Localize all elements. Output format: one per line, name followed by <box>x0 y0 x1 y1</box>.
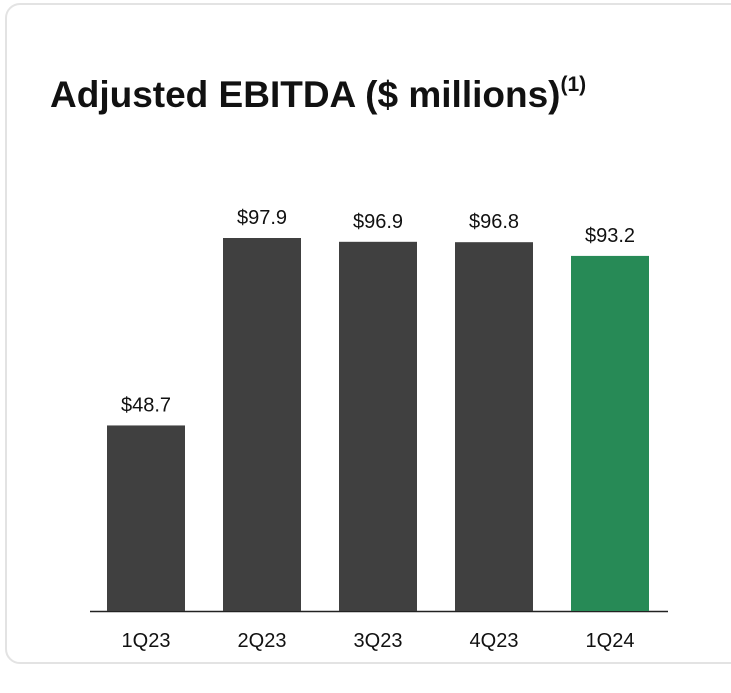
bar <box>455 242 533 611</box>
x-tick-label: 1Q24 <box>586 630 635 652</box>
chart-title: Adjusted EBITDA ($ millions)(1) <box>50 73 586 115</box>
bar <box>339 241 417 611</box>
bar <box>571 255 649 611</box>
value-label: $96.8 <box>469 211 519 233</box>
x-tick-label: 2Q23 <box>238 630 287 652</box>
bar <box>223 238 301 611</box>
title-text: Adjusted EBITDA ($ millions) <box>50 74 560 115</box>
value-label: $93.2 <box>585 225 635 247</box>
x-tick-label: 3Q23 <box>354 630 403 652</box>
bar <box>107 425 185 611</box>
value-label: $97.9 <box>237 207 287 229</box>
value-label: $48.7 <box>121 394 171 416</box>
x-tick-label: 4Q23 <box>470 630 519 652</box>
title-note: (1) <box>560 73 586 96</box>
value-label: $96.9 <box>353 211 403 233</box>
x-tick-label: 1Q23 <box>122 630 171 652</box>
